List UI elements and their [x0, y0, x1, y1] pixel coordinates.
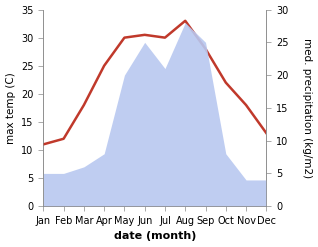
X-axis label: date (month): date (month) — [114, 231, 196, 242]
Y-axis label: max temp (C): max temp (C) — [5, 72, 16, 144]
Y-axis label: med. precipitation (kg/m2): med. precipitation (kg/m2) — [302, 38, 313, 178]
